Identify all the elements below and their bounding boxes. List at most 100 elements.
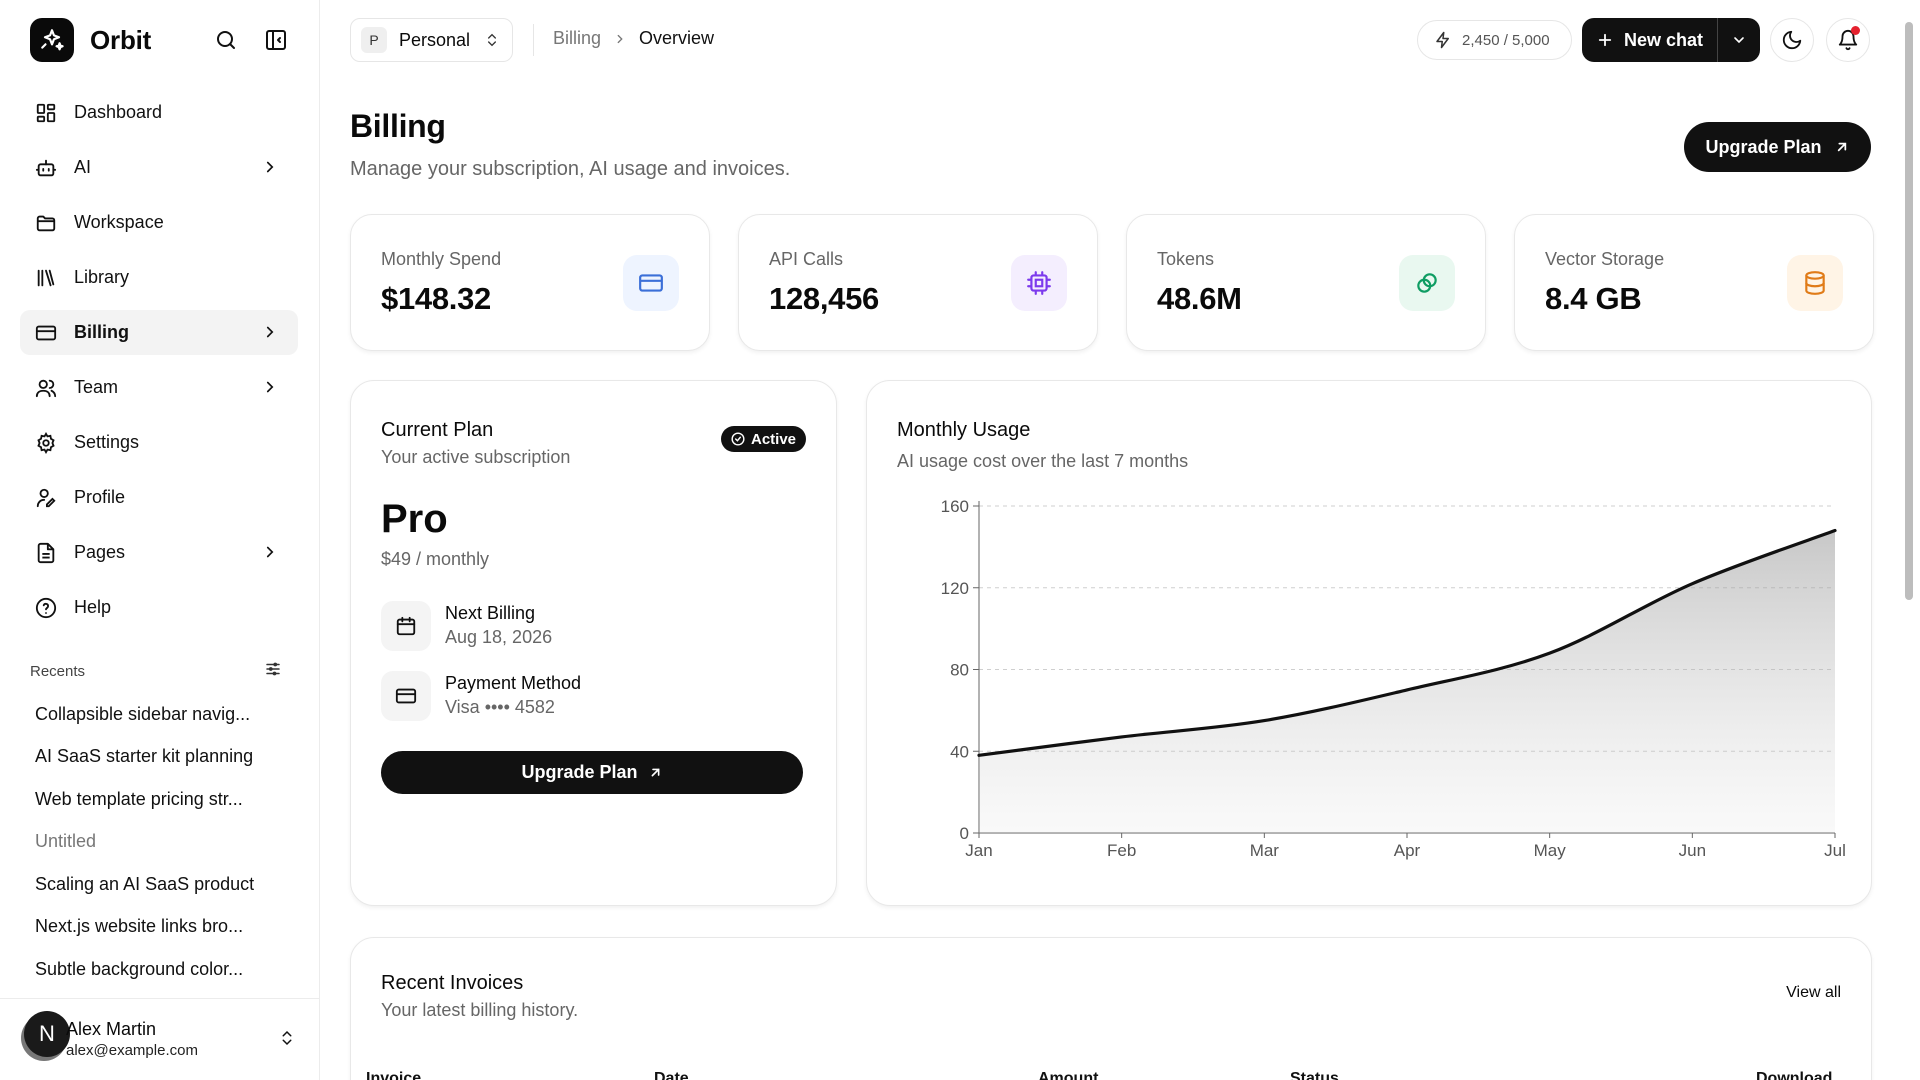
avatar: N <box>24 1011 70 1057</box>
user-menu[interactable]: N Alex Martin alex@example.com <box>0 998 320 1080</box>
y-tick-label: 40 <box>950 742 969 761</box>
sidebar-item-label: Billing <box>74 322 129 342</box>
current-plan-card: Current Plan Your active subscription Ac… <box>350 380 837 906</box>
notifications-button[interactable] <box>1826 18 1870 62</box>
header-divider <box>533 24 534 56</box>
y-tick-label: 120 <box>941 579 969 598</box>
upgrade-plan-button[interactable]: Upgrade Plan <box>1684 122 1871 172</box>
chevron-right-icon <box>613 32 627 46</box>
upgrade-plan-button[interactable]: Upgrade Plan <box>381 751 803 794</box>
recent-item[interactable]: Scaling an AI SaaS product <box>35 873 255 894</box>
view-all-link[interactable]: View all <box>1786 984 1841 1001</box>
credits-counter[interactable]: 2,450 / 5,000 <box>1417 20 1572 60</box>
invoices-title: Recent Invoices <box>381 972 524 994</box>
x-tick-label: Jul <box>1824 841 1846 860</box>
top-header: P Personal Billing Overview 2,450 / 5,00… <box>320 0 1920 80</box>
sidebar-item-label: Profile <box>74 487 126 507</box>
stat-card-api-calls: API Calls 128,456 <box>738 214 1098 351</box>
credit-card-icon <box>381 671 431 721</box>
brand[interactable]: Orbit <box>30 18 151 62</box>
folder-icon <box>34 211 58 235</box>
page-subtitle: Manage your subscription, AI usage and i… <box>350 158 791 180</box>
y-tick-label: 0 <box>960 824 969 843</box>
sidebar-item-library[interactable]: Library <box>20 255 298 300</box>
filter-icon[interactable] <box>264 660 282 682</box>
arrow-up-right-icon <box>1837 142 1846 152</box>
stat-value: 48.6M <box>1157 281 1242 316</box>
recent-item[interactable]: Next.js website links bro... <box>35 916 244 937</box>
recents-list: Collapsible sidebar navig... AI SaaS sta… <box>20 693 298 991</box>
new-chat-button-group: New chat <box>1582 18 1760 62</box>
library-icon <box>34 266 58 290</box>
sidebar-item-team[interactable]: Team <box>20 365 298 410</box>
payment-method-label: Payment Method <box>445 673 582 693</box>
breadcrumb-current: Overview <box>639 28 715 48</box>
stat-value: $148.32 <box>381 281 491 316</box>
sidebar-item-ai[interactable]: AI <box>20 145 298 190</box>
brand-name: Orbit <box>90 24 152 55</box>
search-icon[interactable] <box>212 26 240 54</box>
plan-name: Pro <box>381 497 448 541</box>
bell-icon <box>1838 30 1858 51</box>
sidebar-item-profile[interactable]: Profile <box>20 475 298 520</box>
user-pen-icon <box>34 486 58 510</box>
stat-card-tokens: Tokens 48.6M <box>1126 214 1486 351</box>
recent-item[interactable]: Untitled <box>35 831 97 852</box>
file-icon <box>34 541 58 565</box>
upgrade-plan-label: Upgrade Plan <box>521 762 638 782</box>
column-header-amount: Amount <box>1038 1070 1099 1080</box>
dashboard-icon <box>34 101 58 125</box>
payment-method-value: Visa •••• 4582 <box>445 697 555 717</box>
recents-label: Recents <box>30 662 86 680</box>
recent-item[interactable]: Subtle background color... <box>35 958 244 979</box>
collapse-sidebar-icon[interactable] <box>262 26 290 54</box>
sidebar-item-dashboard[interactable]: Dashboard <box>20 90 298 135</box>
sidebar-item-billing[interactable]: Billing <box>20 310 298 355</box>
sidebar-item-label: AI <box>74 157 92 177</box>
stat-card-vector-storage: Vector Storage 8.4 GB <box>1514 214 1874 351</box>
breadcrumb-parent[interactable]: Billing <box>553 28 602 48</box>
chevron-right-icon <box>260 542 280 562</box>
help-circle-icon <box>34 596 58 620</box>
invoices-table-header: Invoice Date Amount Status Download <box>366 1070 1836 1080</box>
next-billing-value: Aug 18, 2026 <box>445 627 553 647</box>
x-tick-label: May <box>1534 841 1567 860</box>
column-header-status: Status <box>1290 1070 1339 1080</box>
next-billing-row: Next Billing Aug 18, 2026 <box>381 599 781 651</box>
column-header-invoice: Invoice <box>366 1070 422 1080</box>
credit-card-icon <box>34 321 58 345</box>
payment-method-row: Payment Method Visa •••• 4582 <box>381 669 781 721</box>
stat-label: Tokens <box>1157 249 1215 269</box>
notification-dot <box>1851 26 1860 35</box>
plan-card-title: Current Plan <box>381 419 494 441</box>
moon-icon <box>1782 30 1802 50</box>
stat-value: 128,456 <box>769 281 879 316</box>
theme-toggle-button[interactable] <box>1770 18 1814 62</box>
recent-item[interactable]: Web template pricing str... <box>35 788 243 809</box>
sidebar-item-label: Team <box>74 377 119 397</box>
sidebar-item-pages[interactable]: Pages <box>20 530 298 575</box>
recent-item[interactable]: Collapsible sidebar navig... <box>35 703 251 724</box>
sidebar-item-help[interactable]: Help <box>20 585 298 630</box>
workspace-select[interactable]: P Personal <box>350 18 513 62</box>
link-icon <box>1399 255 1455 311</box>
stat-label: Vector Storage <box>1545 249 1665 269</box>
chevrons-up-down-icon <box>484 31 500 54</box>
page-scrollbar[interactable] <box>1905 22 1913 600</box>
x-tick-label: Jun <box>1679 841 1706 860</box>
stat-value: 8.4 GB <box>1545 281 1642 316</box>
y-tick-label: 80 <box>950 661 969 680</box>
recent-item[interactable]: AI SaaS starter kit planning <box>35 746 254 767</box>
upgrade-plan-label: Upgrade Plan <box>1705 136 1822 157</box>
check-circle-icon <box>731 432 745 446</box>
sidebar-item-settings[interactable]: Settings <box>20 420 298 465</box>
plus-icon <box>1598 33 1612 47</box>
sidebar-item-workspace[interactable]: Workspace <box>20 200 298 245</box>
sidebar-item-label: Help <box>74 597 112 617</box>
sidebar-item-label: Library <box>74 267 130 287</box>
sidebar: Orbit Dashboard AI Workspace Library Bil… <box>0 0 320 1080</box>
new-chat-dropdown-button[interactable] <box>1718 18 1760 62</box>
sidebar-nav: Dashboard AI Workspace Library Billing T… <box>20 90 298 640</box>
new-chat-label: New chat <box>1623 29 1704 50</box>
new-chat-button[interactable]: New chat <box>1582 18 1718 62</box>
